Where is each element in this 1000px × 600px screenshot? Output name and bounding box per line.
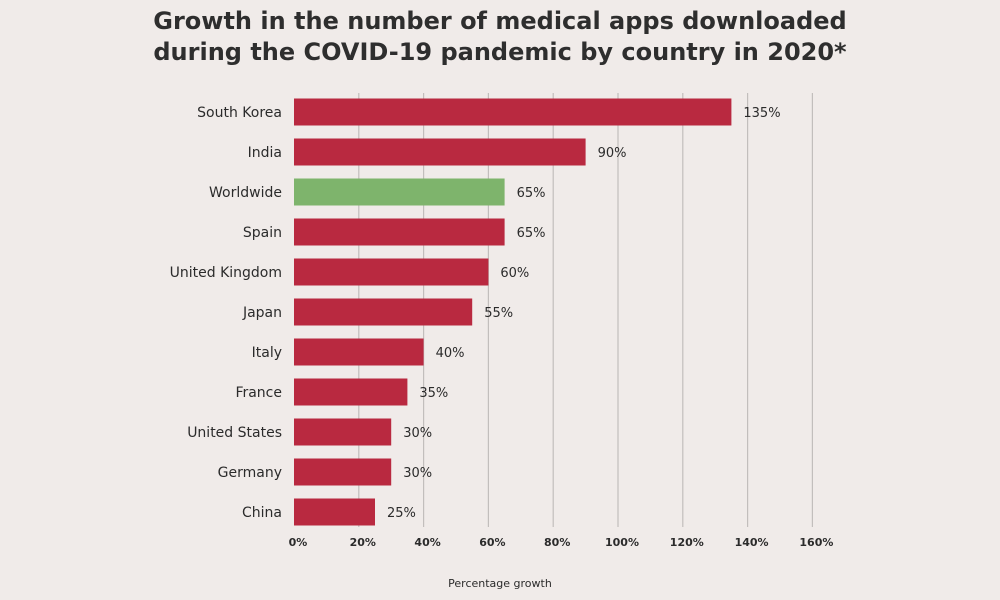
bar: [294, 338, 424, 366]
category-label: Japan: [242, 305, 282, 321]
data-label: 35%: [419, 386, 448, 401]
category-labels: South Korea India Worldwide Spain United Kin…: [170, 105, 282, 521]
bar: [294, 378, 408, 406]
data-label: 65%: [517, 186, 546, 201]
bar: [294, 178, 505, 206]
category-label: France: [235, 385, 282, 401]
category-label: South Korea: [197, 105, 282, 121]
x-tick-label: 40%: [414, 536, 440, 549]
data-label: 90%: [598, 146, 627, 161]
category-label: United States: [187, 425, 282, 441]
x-axis-title: Percentage growth: [448, 577, 552, 590]
x-tick-label: 120%: [670, 536, 704, 549]
chart-title-line-1: Growth in the number of medical apps dow…: [153, 7, 847, 35]
data-label: 40%: [436, 346, 465, 361]
bar: [294, 458, 392, 486]
x-tick-label: 100%: [605, 536, 639, 549]
data-label: 55%: [484, 306, 513, 321]
bars: [294, 98, 732, 526]
x-tick-label: 0%: [289, 536, 308, 549]
data-label: 30%: [403, 426, 432, 441]
category-label: Italy: [252, 345, 282, 361]
data-label: 30%: [403, 466, 432, 481]
gridlines: [358, 93, 814, 527]
bar: [294, 258, 489, 286]
x-tick-label: 140%: [735, 536, 769, 549]
x-tick-label: 20%: [350, 536, 376, 549]
bar: [294, 98, 732, 126]
category-label: Spain: [243, 225, 282, 241]
chart-title: Growth in the number of medical apps dow…: [0, 6, 1000, 68]
data-label: 25%: [387, 506, 416, 521]
x-tick-label: 60%: [479, 536, 505, 549]
data-label: 135%: [743, 106, 780, 121]
category-label: India: [248, 145, 282, 161]
category-label: United Kingdom: [170, 265, 282, 281]
x-tick-label: 160%: [799, 536, 833, 549]
bar: [294, 218, 505, 246]
chart-title-line-2: during the COVID-19 pandemic by country …: [153, 38, 847, 66]
bar: [294, 298, 473, 326]
category-label: Germany: [218, 465, 282, 481]
x-axis-ticks: 0% 20% 40% 60% 80% 100% 120% 140% 160%: [289, 536, 834, 549]
data-label: 60%: [500, 266, 529, 281]
data-label: 65%: [517, 226, 546, 241]
x-tick-label: 80%: [544, 536, 570, 549]
bar: [294, 418, 392, 446]
value-labels: 135% 90% 65% 65% 60% 55% 40% 35% 30% 30% 25%: [387, 106, 781, 521]
category-label: Worldwide: [209, 185, 282, 201]
category-label: China: [242, 505, 282, 521]
bar: [294, 498, 375, 526]
bar: [294, 138, 586, 166]
